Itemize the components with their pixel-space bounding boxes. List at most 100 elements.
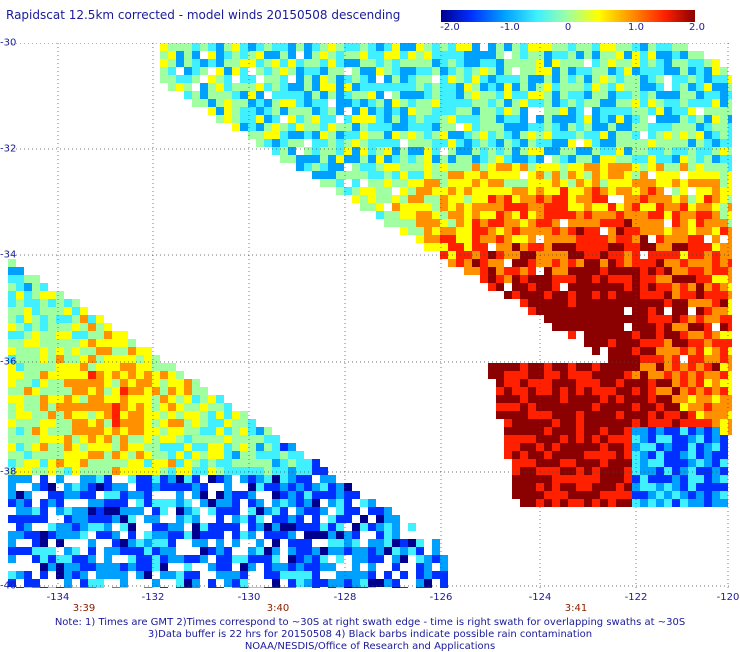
data-cell	[240, 571, 248, 579]
data-cell	[680, 75, 688, 83]
data-cell	[312, 83, 320, 91]
data-cell	[456, 219, 464, 227]
data-cell	[184, 459, 192, 467]
data-cell	[616, 123, 624, 131]
data-cell	[328, 147, 336, 155]
data-cell	[32, 379, 40, 387]
data-cell	[72, 403, 80, 411]
data-cell	[104, 563, 112, 571]
data-cell	[552, 283, 560, 291]
data-cell	[56, 403, 64, 411]
data-cell	[416, 107, 424, 115]
data-cell	[680, 427, 688, 435]
data-cell	[608, 43, 616, 51]
data-cell	[696, 435, 704, 443]
data-cell	[528, 91, 536, 99]
data-cell	[720, 451, 728, 459]
data-cell	[384, 163, 392, 171]
data-cell	[648, 243, 656, 251]
data-cell	[176, 43, 184, 51]
data-cell	[712, 243, 720, 251]
data-cell	[688, 339, 696, 347]
data-cell	[552, 131, 560, 139]
data-cell	[584, 67, 592, 75]
data-cell	[552, 219, 560, 227]
data-cell	[136, 547, 144, 555]
data-cell	[592, 371, 600, 379]
data-cell	[704, 331, 712, 339]
data-cell	[616, 403, 624, 411]
data-cell	[624, 435, 632, 443]
data-cell	[352, 195, 360, 203]
data-cell	[520, 275, 528, 283]
data-cell	[640, 147, 648, 155]
data-cell	[568, 371, 576, 379]
data-cell	[624, 459, 632, 467]
data-cell	[320, 491, 328, 499]
data-cell	[384, 579, 392, 587]
data-cell	[416, 123, 424, 131]
data-cell	[568, 235, 576, 243]
map-title: Rapidscat 12.5km corrected - model winds…	[6, 8, 401, 22]
data-cell	[600, 267, 608, 275]
data-cell	[120, 387, 128, 395]
data-cell	[672, 307, 680, 315]
data-cell	[504, 275, 512, 283]
data-cell	[664, 139, 672, 147]
data-cell	[624, 275, 632, 283]
data-cell	[664, 371, 672, 379]
data-cell	[560, 435, 568, 443]
data-cell	[264, 131, 272, 139]
data-cell	[648, 107, 656, 115]
data-cell	[696, 187, 704, 195]
data-cell	[312, 115, 320, 123]
data-cell	[224, 507, 232, 515]
data-cell	[488, 147, 496, 155]
data-cell	[40, 499, 48, 507]
data-cell	[176, 555, 184, 563]
data-cell	[672, 443, 680, 451]
data-cell	[32, 547, 40, 555]
data-cell	[608, 267, 616, 275]
data-cell	[312, 555, 320, 563]
data-cell	[344, 483, 352, 491]
x-tick-label: -124	[528, 592, 552, 603]
data-cell	[56, 347, 64, 355]
data-cell	[664, 203, 672, 211]
data-cell	[520, 491, 528, 499]
data-cell	[648, 275, 656, 283]
data-cell	[160, 363, 168, 371]
data-cell	[176, 371, 184, 379]
data-cell	[80, 435, 88, 443]
data-cell	[640, 283, 648, 291]
data-cell	[200, 491, 208, 499]
data-cell	[584, 243, 592, 251]
data-cell	[448, 179, 456, 187]
data-cell	[160, 395, 168, 403]
data-cell	[664, 155, 672, 163]
data-cell	[472, 147, 480, 155]
data-cell	[8, 379, 16, 387]
data-cell	[248, 547, 256, 555]
data-cell	[656, 475, 664, 483]
data-cell	[392, 83, 400, 91]
data-cell	[416, 571, 424, 579]
data-cell	[104, 395, 112, 403]
data-cell	[456, 131, 464, 139]
data-cell	[448, 259, 456, 267]
data-cell	[712, 227, 720, 235]
data-cell	[120, 579, 128, 587]
data-cell	[688, 67, 696, 75]
swath-time-label: 3:39	[72, 603, 96, 614]
data-cell	[712, 283, 720, 291]
data-cell	[672, 139, 680, 147]
data-cell	[728, 163, 732, 171]
data-cell	[592, 179, 600, 187]
data-cell	[608, 339, 616, 347]
data-cell	[56, 299, 64, 307]
data-cell	[152, 459, 160, 467]
data-cell	[512, 155, 520, 163]
data-cell	[520, 427, 528, 435]
data-cell	[616, 355, 624, 363]
data-cell	[240, 451, 248, 459]
